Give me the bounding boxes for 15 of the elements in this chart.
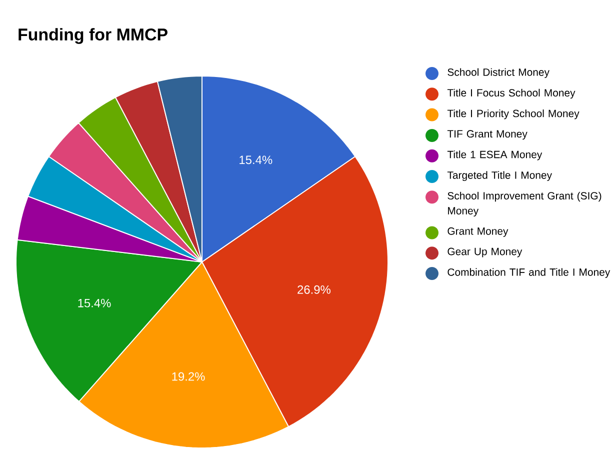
- legend-label: Gear Up Money: [448, 248, 522, 258]
- legend-label: Title I Focus School Money: [447, 88, 576, 99]
- chart-title: Funding for MMCP: [18, 28, 168, 44]
- legend-label: Targeted Title I Money: [447, 171, 552, 181]
- data-label: 15.4%: [78, 298, 111, 308]
- data-label: 15.4%: [240, 156, 272, 164]
- legend-label: Combination TIF and Title I Money: [448, 268, 610, 278]
- legend-label: Grant Money: [448, 227, 508, 237]
- legend-label: Title I Priority School Money: [447, 110, 580, 120]
- data-label: 19.2%: [172, 372, 205, 381]
- legend-label: School Improvement Grant (SIG) Money: [448, 192, 602, 217]
- legend-label: Title 1 ESEA Money: [447, 150, 542, 160]
- data-label: 26.9%: [298, 285, 330, 294]
- legend-label: School District Money: [448, 68, 550, 78]
- legend-label: TIF Grant Money: [447, 130, 528, 140]
